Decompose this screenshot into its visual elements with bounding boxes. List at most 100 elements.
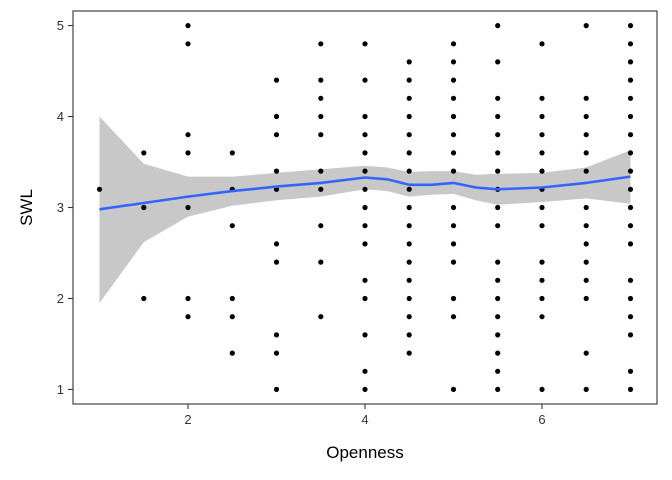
data-point <box>406 350 412 356</box>
data-point <box>362 186 368 192</box>
data-point <box>450 386 457 392</box>
data-point <box>539 259 545 265</box>
data-point <box>362 168 368 174</box>
data-point <box>362 113 368 120</box>
data-point <box>318 41 324 47</box>
data-point <box>229 223 235 229</box>
smooth-line <box>99 175 631 211</box>
data-point <box>362 150 368 156</box>
data-point <box>583 295 589 302</box>
data-point <box>495 314 501 320</box>
data-point <box>229 295 235 302</box>
y-tick-label: 1 <box>57 382 64 397</box>
data-point <box>318 223 324 229</box>
data-point <box>406 259 412 265</box>
x-tick-label: 2 <box>184 412 191 427</box>
data-point <box>495 95 501 101</box>
data-point <box>450 168 457 174</box>
data-point <box>495 223 501 229</box>
data-point <box>406 168 412 174</box>
confidence-band <box>99 116 631 303</box>
data-point <box>362 41 368 47</box>
data-point <box>406 95 412 101</box>
data-point <box>495 59 501 65</box>
data-point <box>495 277 501 283</box>
data-point <box>362 277 368 283</box>
data-point <box>495 259 501 265</box>
data-point <box>185 295 191 302</box>
data-point <box>450 223 457 229</box>
data-point <box>362 77 368 83</box>
data-point <box>539 386 545 392</box>
data-point <box>627 277 634 283</box>
data-point <box>495 204 501 211</box>
data-point <box>627 23 634 29</box>
data-point <box>627 132 634 138</box>
data-point <box>583 150 589 156</box>
data-point <box>495 132 501 138</box>
data-point <box>185 23 191 29</box>
data-point <box>318 95 324 101</box>
data-point <box>185 41 191 47</box>
data-point <box>450 314 457 320</box>
data-point <box>627 186 634 192</box>
x-axis: 2 4 6 <box>184 404 546 427</box>
y-axis-title: SWL <box>17 189 36 226</box>
data-point <box>406 77 412 83</box>
data-point <box>583 204 589 211</box>
data-point <box>406 132 412 138</box>
data-point <box>273 259 280 265</box>
data-point <box>539 168 545 174</box>
data-point <box>185 132 191 138</box>
data-point <box>539 277 545 283</box>
data-point <box>583 259 589 265</box>
data-point <box>273 350 280 356</box>
data-point <box>450 77 457 83</box>
data-point <box>450 41 457 47</box>
data-point <box>495 350 501 356</box>
data-point <box>273 332 280 338</box>
data-point <box>495 368 501 374</box>
data-point <box>318 77 324 83</box>
data-point <box>406 186 412 192</box>
data-point <box>362 368 368 374</box>
data-point <box>450 95 457 101</box>
data-point <box>318 132 324 138</box>
data-point <box>450 259 457 265</box>
y-axis: 1 2 3 4 5 <box>57 18 73 397</box>
data-point <box>495 295 501 302</box>
data-point <box>627 150 634 156</box>
data-point <box>406 113 412 120</box>
data-point <box>450 59 457 65</box>
data-point <box>450 241 457 247</box>
data-point <box>406 204 412 211</box>
data-point <box>627 241 634 247</box>
data-point <box>539 150 545 156</box>
data-point <box>627 168 634 174</box>
data-point <box>539 113 545 120</box>
data-point <box>583 386 589 392</box>
data-point <box>273 77 280 83</box>
data-point <box>583 241 589 247</box>
data-point <box>273 113 280 120</box>
data-point <box>141 295 147 302</box>
data-point <box>318 168 324 174</box>
data-point <box>229 350 235 356</box>
points-layer <box>96 23 634 392</box>
data-point <box>539 295 545 302</box>
data-point <box>583 95 589 101</box>
data-point <box>627 386 634 392</box>
data-point <box>583 350 589 356</box>
data-point <box>583 277 589 283</box>
data-point <box>495 168 501 174</box>
data-point <box>229 150 235 156</box>
data-point <box>406 314 412 320</box>
data-point <box>362 223 368 229</box>
data-point <box>627 95 634 101</box>
data-point <box>583 113 589 120</box>
data-point <box>406 59 412 65</box>
data-point <box>495 332 501 338</box>
data-point <box>495 150 501 156</box>
data-point <box>96 186 103 192</box>
